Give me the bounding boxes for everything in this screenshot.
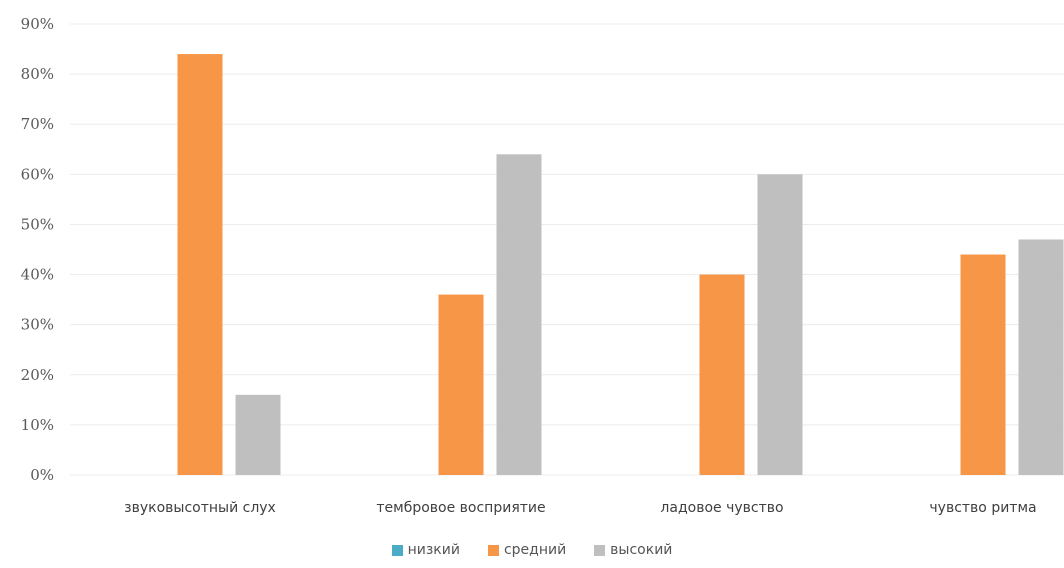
bar-3-category-4 xyxy=(1018,239,1064,475)
y-tick-label: 20% xyxy=(21,366,54,384)
x-category-label: ладовое чувство xyxy=(660,500,783,516)
bars xyxy=(177,54,1064,476)
y-tick-label: 90% xyxy=(21,15,54,33)
legend-swatch xyxy=(391,544,403,556)
bar-2-category-1 xyxy=(177,54,223,476)
legend-label: низкий xyxy=(407,542,460,558)
x-category-label: тембровое восприятие xyxy=(376,500,545,516)
legend-item: высокий xyxy=(594,542,672,558)
x-axis-category-labels: звуковысотный слух тембровое восприятие ла… xyxy=(124,500,1036,516)
y-tick-label: 60% xyxy=(21,165,54,183)
y-tick-label: 40% xyxy=(21,266,54,284)
legend-item: низкий xyxy=(391,542,460,558)
y-tick-label: 0% xyxy=(30,466,54,484)
y-tick-label: 70% xyxy=(21,115,54,133)
bar-3-category-3 xyxy=(757,174,803,476)
y-tick-label: 50% xyxy=(21,215,54,233)
x-category-label: чувство ритма xyxy=(929,500,1036,516)
bar-3-category-2 xyxy=(496,154,542,476)
y-tick-label: 30% xyxy=(21,316,54,334)
legend-label: средний xyxy=(503,542,567,558)
chart-legend: низкий средний высокий xyxy=(0,538,1064,562)
bar-2-category-2 xyxy=(438,294,484,475)
legend-swatch xyxy=(487,544,499,556)
legend-label: высокий xyxy=(610,542,673,558)
legend-item: средний xyxy=(487,542,567,558)
y-tick-label: 80% xyxy=(21,65,54,83)
bar-2-category-4 xyxy=(960,254,1006,475)
x-category-label: звуковысотный слух xyxy=(124,500,276,516)
y-axis-tick-labels: 0% 10% 20% 30% 40% 50% 60% 70% 80% 90% xyxy=(21,15,54,484)
bar-2-category-3 xyxy=(699,274,745,475)
y-tick-label: 10% xyxy=(21,416,54,434)
bar-3-category-1 xyxy=(235,394,281,475)
legend-swatch xyxy=(594,544,606,556)
